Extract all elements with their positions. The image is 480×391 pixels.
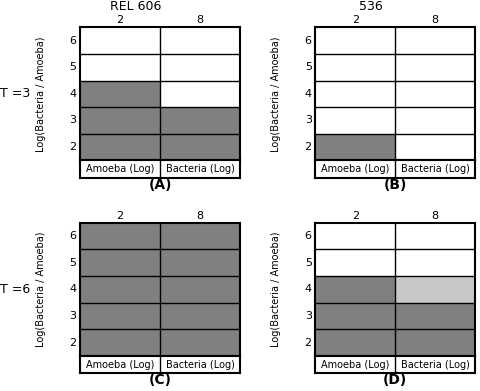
Text: 4: 4: [70, 284, 76, 294]
Text: Amoeba (Log): Amoeba (Log): [86, 360, 154, 369]
Bar: [160, 134, 240, 160]
Bar: [315, 329, 395, 356]
Text: Amoeba (Log): Amoeba (Log): [321, 360, 389, 369]
Text: 2: 2: [352, 211, 359, 221]
Text: 2: 2: [352, 15, 359, 25]
Bar: [395, 107, 475, 134]
Bar: [160, 329, 240, 356]
Bar: [315, 223, 395, 249]
Text: 4: 4: [305, 89, 312, 99]
Text: 6: 6: [70, 36, 76, 46]
Text: Bacteria (Log): Bacteria (Log): [166, 164, 234, 174]
Text: T =3: T =3: [0, 87, 31, 100]
Text: Bacteria (Log): Bacteria (Log): [166, 360, 234, 369]
Text: 2: 2: [305, 142, 312, 152]
Bar: [395, 329, 475, 356]
Text: 5: 5: [70, 62, 76, 72]
Bar: [395, 54, 475, 81]
Text: 6: 6: [305, 36, 312, 46]
Bar: [80, 223, 160, 249]
Text: 8: 8: [432, 15, 439, 25]
Text: T =6: T =6: [0, 283, 31, 296]
Bar: [315, 27, 395, 54]
Bar: [80, 276, 160, 303]
Text: Amoeba (Log): Amoeba (Log): [321, 164, 389, 174]
Bar: [80, 54, 160, 81]
Text: 8: 8: [432, 211, 439, 221]
Bar: [315, 249, 395, 276]
Bar: [160, 223, 240, 249]
Bar: [395, 81, 475, 107]
Text: 6: 6: [70, 231, 76, 241]
Bar: [395, 249, 475, 276]
Text: 3: 3: [305, 115, 312, 126]
Bar: [80, 81, 160, 107]
Text: Log(Bacteria / Amoeba): Log(Bacteria / Amoeba): [36, 36, 46, 152]
Bar: [80, 134, 160, 160]
Bar: [160, 27, 240, 54]
Bar: [160, 303, 240, 329]
Bar: [315, 107, 395, 134]
Text: REL 606: REL 606: [110, 0, 162, 13]
Text: Log(Bacteria / Amoeba): Log(Bacteria / Amoeba): [272, 36, 281, 152]
Bar: [395, 134, 475, 160]
Bar: [160, 81, 240, 107]
Text: 2: 2: [70, 337, 76, 348]
Bar: [80, 329, 160, 356]
Text: 8: 8: [196, 211, 204, 221]
Text: 2: 2: [305, 337, 312, 348]
Text: Log(Bacteria / Amoeba): Log(Bacteria / Amoeba): [272, 231, 281, 347]
Text: 3: 3: [70, 311, 76, 321]
Bar: [395, 276, 475, 303]
Bar: [315, 54, 395, 81]
Text: Log(Bacteria / Amoeba): Log(Bacteria / Amoeba): [36, 231, 46, 347]
Text: 3: 3: [305, 311, 312, 321]
Text: (B): (B): [384, 178, 407, 192]
Text: 2: 2: [70, 142, 76, 152]
Bar: [80, 249, 160, 276]
Bar: [395, 27, 475, 54]
Bar: [80, 107, 160, 134]
Text: 536: 536: [360, 0, 383, 13]
Bar: [160, 54, 240, 81]
Bar: [315, 81, 395, 107]
Text: Bacteria (Log): Bacteria (Log): [401, 164, 469, 174]
Bar: [395, 303, 475, 329]
Bar: [80, 27, 160, 54]
Bar: [395, 223, 475, 249]
Text: Amoeba (Log): Amoeba (Log): [86, 164, 154, 174]
Text: 4: 4: [305, 284, 312, 294]
Bar: [160, 249, 240, 276]
Text: 8: 8: [196, 15, 204, 25]
Text: 2: 2: [117, 211, 124, 221]
Text: (C): (C): [148, 373, 171, 387]
Bar: [80, 303, 160, 329]
Text: Bacteria (Log): Bacteria (Log): [401, 360, 469, 369]
Bar: [160, 107, 240, 134]
Bar: [315, 303, 395, 329]
Text: 4: 4: [70, 89, 76, 99]
Bar: [315, 134, 395, 160]
Text: (D): (D): [383, 373, 408, 387]
Text: 6: 6: [305, 231, 312, 241]
Bar: [315, 276, 395, 303]
Text: 5: 5: [305, 62, 312, 72]
Text: (A): (A): [148, 178, 172, 192]
Text: 3: 3: [70, 115, 76, 126]
Text: 5: 5: [70, 258, 76, 268]
Bar: [160, 276, 240, 303]
Text: 2: 2: [117, 15, 124, 25]
Text: 5: 5: [305, 258, 312, 268]
